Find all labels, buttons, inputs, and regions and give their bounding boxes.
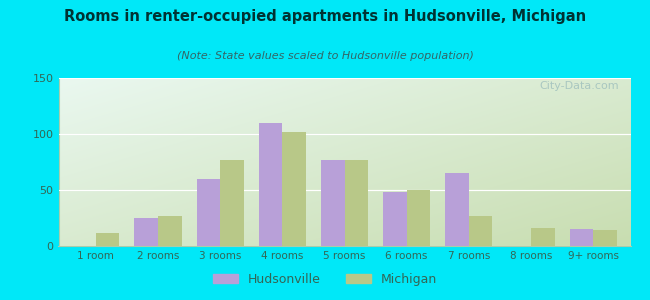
Bar (321, 160, 345, 246)
Bar (531, 228, 554, 246)
Bar (220, 160, 244, 246)
Bar (344, 160, 368, 246)
Legend: Hudsonville, Michigan: Hudsonville, Michigan (208, 268, 442, 291)
Bar (469, 216, 493, 246)
Bar (282, 132, 306, 246)
Text: Rooms in renter-occupied apartments in Hudsonville, Michigan: Rooms in renter-occupied apartments in H… (64, 9, 586, 24)
Bar (593, 230, 617, 246)
Text: (Note: State values scaled to Hudsonville population): (Note: State values scaled to Hudsonvill… (177, 51, 473, 61)
Text: City-Data.com: City-Data.com (540, 81, 619, 92)
Bar (407, 190, 430, 246)
Bar (445, 173, 469, 246)
Bar (569, 229, 593, 246)
Bar (259, 123, 282, 246)
Bar (135, 218, 158, 246)
Bar (96, 232, 120, 246)
Bar (158, 216, 181, 246)
Bar (196, 179, 220, 246)
Bar (383, 192, 407, 246)
